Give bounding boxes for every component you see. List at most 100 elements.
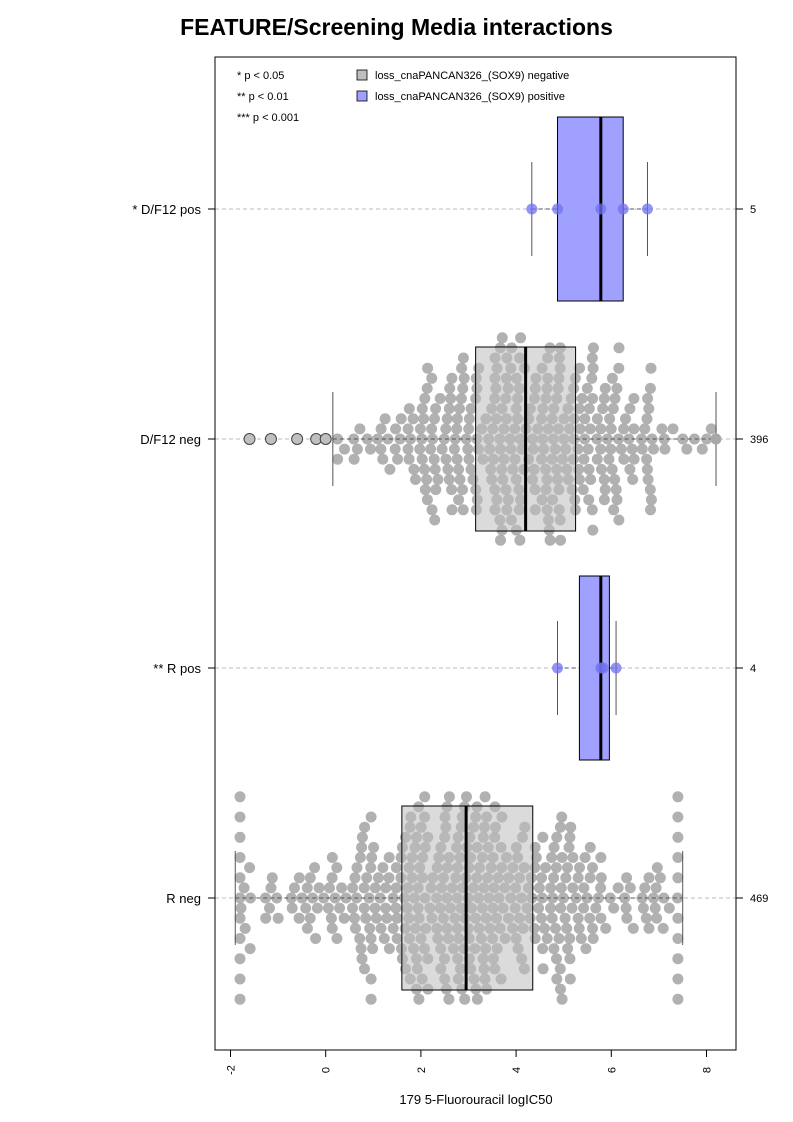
data-point [457,484,468,496]
data-point [574,862,585,874]
data-point [324,882,335,894]
data-point [639,423,651,435]
data-point [515,332,527,344]
data-point [443,403,455,415]
data-point [672,852,684,863]
data-point [234,953,246,965]
data-point [611,494,623,506]
data-point [590,902,602,914]
data-point [595,882,607,894]
data-point [369,902,381,914]
data-point [338,912,350,924]
outlier-point [264,433,277,445]
data-point [548,841,560,853]
data-point [615,443,627,455]
data-point [624,463,636,475]
data-point [648,443,659,455]
data-point [672,791,684,803]
data-point [620,902,632,914]
data-point [364,922,376,934]
data-point [544,534,556,546]
x-axis: -2 0 2 4 6 8 [226,1049,714,1075]
data-point [572,912,584,924]
data-point [421,382,433,394]
x-tick-label: 4 [511,1067,523,1073]
data-point [322,902,334,914]
data-point [656,423,668,435]
data-point [410,474,421,485]
data-point [597,403,609,415]
data-point [624,882,636,894]
data-point [446,484,458,496]
data-point [606,463,618,475]
data-point [546,852,558,863]
data-point [545,902,556,914]
data-point [600,922,612,934]
data-point [421,474,433,485]
data-point [377,453,389,465]
data-point [556,993,568,1005]
data-point [608,504,620,516]
data-point [613,362,625,374]
data-point [605,423,617,435]
data-point [358,882,370,894]
data-point [347,882,359,894]
data-point [562,943,574,955]
data-point [383,852,395,863]
data-point [451,453,463,465]
data-point [293,872,305,884]
x-tick-label: 8 [702,1067,714,1073]
data-point [381,912,393,924]
data-point [459,993,471,1005]
data-point [421,494,433,506]
data-point [564,831,576,843]
outlier-point [319,433,332,445]
data-point [408,463,420,475]
data-point [446,504,458,516]
data-point [496,332,508,344]
data-point [451,413,463,425]
data-point [659,443,671,455]
data-point [369,882,381,894]
data-point [579,852,591,863]
x-axis-label: 179 5-Fluorouracil logIC50 [399,1092,552,1107]
data-point [583,403,595,415]
data-point [645,504,656,516]
data-point [595,423,607,435]
data-point [358,902,370,914]
data-point [587,862,598,874]
data-point [639,882,651,894]
data-point [293,912,305,924]
data-point [326,922,338,934]
data-point [548,872,560,884]
data-point [541,933,553,944]
data-point [556,811,568,823]
data-point [572,872,584,884]
data-point [238,882,250,894]
data-point [458,372,470,384]
data-point [434,393,446,404]
category-label: * D/F12 pos [132,202,201,217]
data-point [618,453,630,465]
data-point [649,902,661,914]
data-point [407,413,419,425]
data-point [624,403,636,415]
data-point [416,453,428,465]
data-point [453,494,465,506]
data-point [387,922,399,934]
data-point [495,534,506,546]
data-point [595,203,607,215]
data-point [642,393,654,404]
data-point [445,393,457,404]
data-point [564,953,576,965]
data-point [419,393,431,404]
data-point [580,943,592,955]
category-label: ** R pos [153,661,201,676]
data-point [550,862,562,874]
data-point [559,912,571,924]
data-point [603,453,615,465]
data-point [641,453,653,465]
data-point [348,433,360,445]
data-point [610,662,622,674]
data-point [313,882,325,894]
